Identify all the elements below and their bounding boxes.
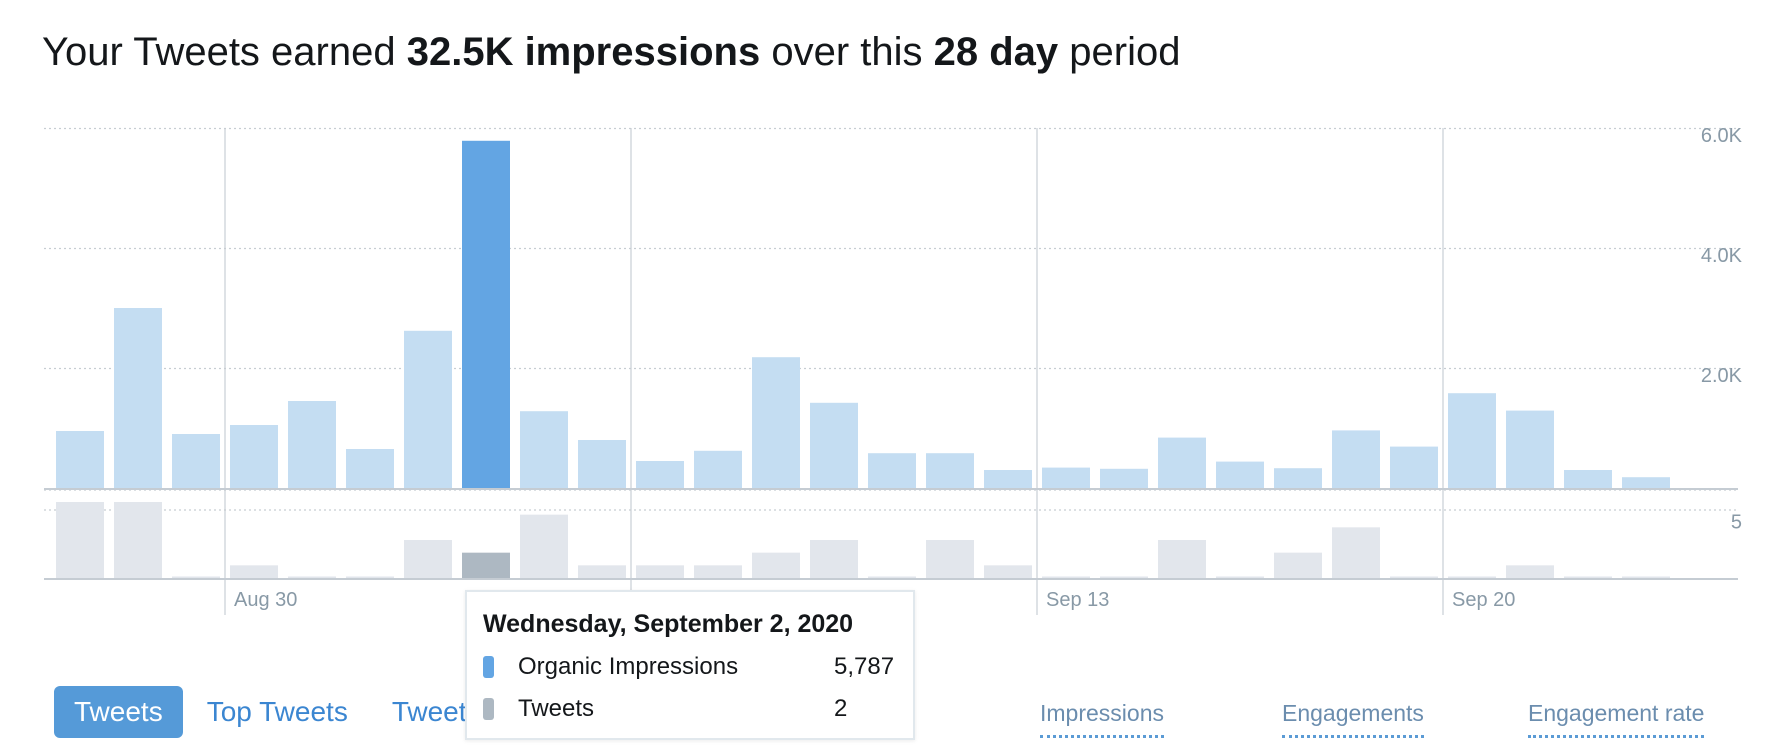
impressions-bar (404, 330, 452, 488)
tweets-bar (1506, 565, 1554, 578)
impressions-bar (288, 401, 336, 488)
impressions-bar (1390, 446, 1438, 488)
impressions-bar (578, 440, 626, 488)
headline-prefix: Your Tweets earned (42, 30, 407, 74)
impressions-bar (172, 434, 220, 488)
headline-suffix: period (1058, 30, 1181, 74)
day-tooltip: Wednesday, September 2, 2020 Organic Imp… (465, 590, 915, 740)
tweets-bar (868, 576, 916, 578)
impressions-bar (1042, 467, 1090, 488)
tweets-bar (926, 540, 974, 578)
impressions-bar (984, 470, 1032, 488)
headline-middle: over this (760, 30, 934, 74)
impressions-bar (1274, 468, 1322, 488)
x-tick-label: Sep 13 (1046, 589, 1109, 611)
impressions-bar (636, 461, 684, 488)
tooltip-impressions-value: 5,787 (834, 653, 895, 680)
tooltip-date: Wednesday, September 2, 2020 (483, 610, 854, 638)
tweets-bar (752, 552, 800, 578)
tweets-bar (1158, 540, 1206, 578)
impressions-bar (694, 450, 742, 488)
metric-tab-engagements[interactable]: Engagements (1282, 700, 1424, 738)
tweets-bar (404, 540, 452, 578)
headline-impressions: 32.5K impressions (406, 30, 761, 74)
x-tick-label: Aug 30 (234, 589, 297, 611)
metric-tab-impressions[interactable]: Impressions (1040, 700, 1164, 738)
tweets-bar (1448, 576, 1496, 578)
tab-top-tweets[interactable]: Top Tweets (206, 696, 348, 727)
impressions-bar (1332, 430, 1380, 488)
tweets-bar (346, 576, 394, 578)
impressions-bar (346, 449, 394, 488)
y-tick-label: 6.0K (1701, 125, 1743, 147)
impressions-bar (1622, 477, 1670, 488)
y-tick-label: 4.0K (1701, 245, 1743, 267)
tooltip-tweets-label: Tweets (518, 695, 595, 722)
tweets-bar (114, 502, 162, 578)
impressions-bar (1158, 437, 1206, 488)
tweets-swatch (483, 698, 494, 720)
tweets-bar (810, 540, 858, 578)
tweets-bar (230, 565, 278, 578)
y-tick-label-tweets: 5 (1731, 512, 1742, 534)
impressions-bar (1100, 468, 1148, 488)
tweets-bar (1216, 576, 1264, 578)
tweets-bar (520, 514, 568, 578)
tooltip-row-impressions: Organic Impressions 5,787 (483, 653, 897, 681)
tooltip-row-tweets: Tweets 2 (483, 695, 897, 723)
impressions-bar (56, 431, 104, 488)
impressions-bar (1506, 410, 1554, 488)
tooltip-impressions-label: Organic Impressions (518, 653, 739, 680)
tooltip-tweets-value: 2 (834, 695, 848, 722)
tweets-bar (578, 565, 626, 578)
tweets-bar (984, 565, 1032, 578)
tweets-bar (1100, 576, 1148, 578)
tweets-bar (288, 576, 336, 578)
tweets-bar (56, 502, 104, 578)
impressions-bar (752, 357, 800, 488)
tweets-bar (1390, 576, 1438, 578)
impressions-bar (114, 308, 162, 488)
impressions-bar (926, 453, 974, 488)
tweets-bar (1274, 552, 1322, 578)
impressions-bar (230, 425, 278, 488)
y-tick-label: 2.0K (1701, 365, 1743, 387)
tweets-bar (1622, 576, 1670, 578)
impressions-headline: Your Tweets earned 32.5K impressions ove… (42, 30, 1180, 75)
x-tick-label: Sep 20 (1452, 589, 1515, 611)
impressions-bar (520, 411, 568, 488)
impressions-bar (1564, 470, 1612, 488)
impressions-swatch (483, 656, 494, 678)
tweets-bar (694, 565, 742, 578)
tab-tweets[interactable]: Tweets (54, 686, 183, 738)
tweets-bar (172, 576, 220, 578)
impressions-bar (462, 140, 510, 488)
impressions-bar (868, 453, 916, 488)
metric-tab-engagement-rate[interactable]: Engagement rate (1528, 700, 1705, 738)
headline-period: 28 day (933, 30, 1059, 74)
tweets-bar (636, 565, 684, 578)
tweets-bar (1042, 576, 1090, 578)
impressions-bar (1216, 461, 1264, 488)
tweets-bar (462, 552, 510, 578)
impressions-bar (810, 402, 858, 488)
tweets-bar (1332, 527, 1380, 578)
tweets-bar (1564, 576, 1612, 578)
impressions-bar (1448, 393, 1496, 488)
